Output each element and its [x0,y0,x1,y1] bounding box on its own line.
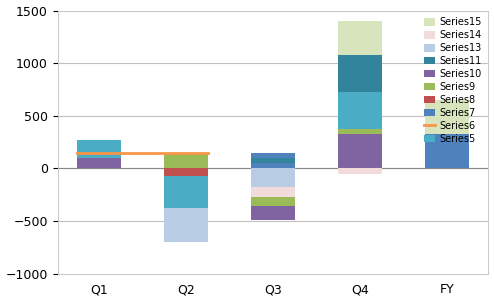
Bar [251,206,295,220]
Bar [165,208,208,242]
Bar [77,140,121,158]
Bar [338,55,382,92]
Bar [338,169,382,174]
Bar [77,158,121,169]
Bar [165,169,208,176]
Bar [338,21,382,55]
Bar [425,100,469,134]
Bar [338,129,382,134]
Legend: Series15, Series14, Series13, Series11, Series10, Series9, Series8, Series7, Ser: Series15, Series14, Series13, Series11, … [422,15,484,146]
Bar [338,92,382,129]
Bar [251,169,295,187]
Bar [165,176,208,208]
Bar [338,134,382,169]
Bar [425,134,469,169]
Bar [251,163,295,169]
Bar [251,158,295,163]
Bar [251,198,295,206]
Bar [251,187,295,198]
Bar [165,153,208,169]
Bar [251,153,295,158]
